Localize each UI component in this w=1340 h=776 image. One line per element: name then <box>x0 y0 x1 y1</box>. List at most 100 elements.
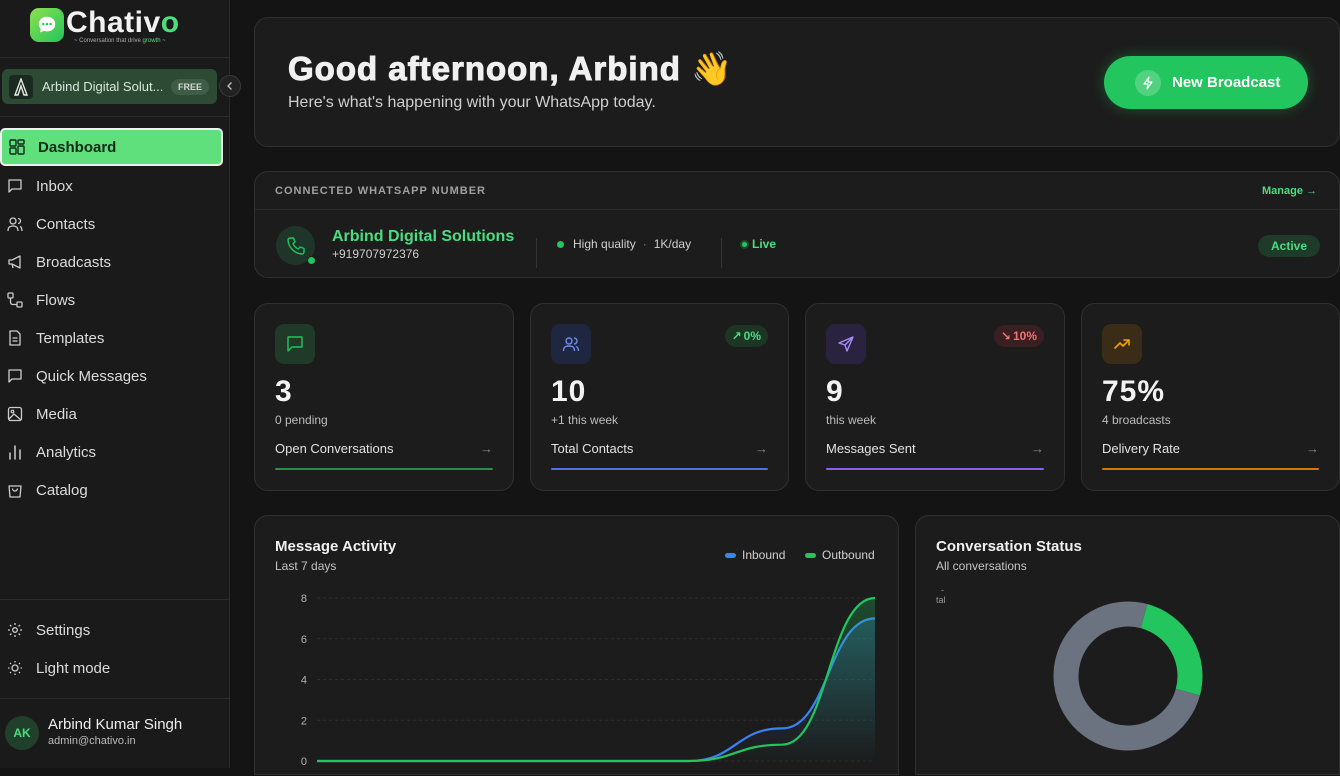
legend-item-inbound[interactable]: Inbound <box>725 548 785 562</box>
greeting-title: Good afternoon, Arbind 👋 <box>287 50 734 88</box>
dashboard-icon <box>9 139 25 155</box>
divider <box>721 238 722 268</box>
accent-line <box>826 468 1044 470</box>
trend-up-icon: ↗ <box>731 329 742 343</box>
chevron-left-icon <box>227 82 232 90</box>
series-area-outbound <box>317 598 875 761</box>
nav-label: Inbox <box>36 177 73 195</box>
nav-dashboard[interactable]: Dashboard <box>0 128 223 166</box>
stat-value: 75% <box>1102 375 1166 408</box>
nav-label: Catalog <box>36 481 88 499</box>
nav-label: Media <box>36 405 77 423</box>
workspace-name: Arbind Digital Solut... <box>42 79 164 94</box>
trending-up-icon <box>1102 324 1142 364</box>
nav-quick-messages[interactable]: Quick Messages <box>0 357 223 395</box>
divider <box>0 599 229 600</box>
new-broadcast-label: New Broadcast <box>1172 74 1281 91</box>
y-tick-label: 8 <box>301 593 307 605</box>
donut-slice[interactable] <box>1052 600 1204 752</box>
accent-line <box>275 468 493 470</box>
nav-label: Broadcasts <box>36 253 112 271</box>
y-tick-label: 4 <box>301 675 307 687</box>
nav-label: Settings <box>36 621 91 639</box>
nav-media[interactable]: Media <box>0 395 223 433</box>
new-broadcast-button[interactable]: New Broadcast <box>1104 56 1308 109</box>
stat-card-delivery-rate[interactable]: 75% 4 broadcasts Delivery Rate → <box>1081 303 1340 491</box>
separator-dot: · <box>642 237 647 251</box>
nav-analytics[interactable]: Analytics <box>0 433 223 471</box>
image-icon <box>7 406 23 422</box>
avatar: AK <box>5 716 39 750</box>
inbox-icon <box>8 179 22 193</box>
legend-item-outbound[interactable]: Outbound <box>805 548 875 562</box>
series-area-inbound <box>317 618 875 761</box>
arrow-right-icon: → <box>1031 441 1044 456</box>
message-activity-chart[interactable]: 0 2 4 6 8 <box>255 516 900 776</box>
arrow-right-icon: → <box>755 441 768 456</box>
business-phone: +919707972376 <box>332 247 420 261</box>
legend-swatch <box>725 552 736 558</box>
user-email: admin@chativo.in <box>48 735 136 747</box>
users-icon <box>551 324 591 364</box>
chat-logo-icon <box>30 8 64 42</box>
stat-card-total-contacts[interactable]: ↗ 0% 10 +1 this week Total Contacts → <box>530 303 789 491</box>
series-line-outbound[interactable] <box>317 596 876 763</box>
megaphone-icon <box>8 255 21 269</box>
nav-label: Templates <box>36 329 105 347</box>
divider <box>0 698 229 699</box>
trend-badge: ↘ 10% <box>993 325 1044 347</box>
stat-card-messages-sent[interactable]: ↘ 10% 9 this week Messages Sent → <box>805 303 1065 491</box>
y-tick-label: 6 <box>301 634 307 646</box>
workspace-switcher[interactable]: Arbind Digital Solut... FREE <box>2 69 217 104</box>
stat-subtext: +1 this week <box>551 413 619 427</box>
divider <box>0 57 229 58</box>
collapse-sidebar-button[interactable] <box>219 75 241 97</box>
nav-label: Light mode <box>36 659 111 677</box>
nav-broadcasts[interactable]: Broadcasts <box>0 243 223 281</box>
business-name: Arbind Digital Solutions <box>332 228 515 245</box>
stat-value: 9 <box>826 375 844 408</box>
stat-value: 10 <box>551 375 587 408</box>
manage-link[interactable]: Manage → <box>1261 185 1317 197</box>
chart-subtitle: All conversations <box>936 559 1027 573</box>
stat-subtext: this week <box>826 413 877 427</box>
y-tick-label: 2 <box>301 715 307 727</box>
nav-contacts[interactable]: Contacts <box>0 205 223 243</box>
chart-tooltip: - tal <box>936 585 946 605</box>
user-profile[interactable]: AK Arbind Kumar Singh admin@chativo.in <box>0 705 229 760</box>
stat-label: Delivery Rate <box>1102 441 1181 456</box>
nav-label: Dashboard <box>38 138 117 156</box>
user-name: Arbind Kumar Singh <box>48 716 183 733</box>
nav-templates[interactable]: Templates <box>0 319 223 357</box>
contacts-icon <box>7 217 23 232</box>
lightning-icon <box>1135 69 1161 96</box>
plan-badge: FREE <box>171 78 210 95</box>
nav-inbox[interactable]: Inbox <box>0 167 223 205</box>
nav-label: Flows <box>36 291 76 309</box>
sidebar: Chativo ~ Conversation that drive growth… <box>0 0 241 768</box>
stat-label: Messages Sent <box>826 441 916 456</box>
nav-catalog[interactable]: Catalog <box>0 471 223 509</box>
nav-label: Contacts <box>36 215 96 233</box>
accent-line <box>1102 468 1319 470</box>
y-tick-label: 0 <box>301 756 307 768</box>
workspace-logo-icon <box>9 74 33 99</box>
message-activity-card: Message Activity Last 7 days Inbound Out… <box>254 515 899 775</box>
trend-badge: ↗ 0% <box>724 325 768 347</box>
template-icon <box>9 330 21 346</box>
theme-toggle[interactable]: Light mode <box>0 649 223 687</box>
conversation-status-donut[interactable] <box>916 516 1340 776</box>
quality-rating: High quality · 1K/day <box>557 237 691 251</box>
chat-icon <box>275 324 315 364</box>
nav-settings[interactable]: Settings <box>0 611 223 649</box>
quality-label: High quality <box>573 237 636 251</box>
legend-label: Outbound <box>822 548 875 562</box>
send-icon <box>826 324 866 364</box>
arrow-right-icon: → <box>480 441 493 456</box>
divider <box>0 116 229 117</box>
nav-label: Analytics <box>36 443 97 461</box>
stat-card-open-conversations[interactable]: 3 0 pending Open Conversations → <box>254 303 514 491</box>
brand-name: Chativo <box>66 6 180 39</box>
chart-subtitle: Last 7 days <box>275 559 337 573</box>
nav-flows[interactable]: Flows <box>0 281 223 319</box>
